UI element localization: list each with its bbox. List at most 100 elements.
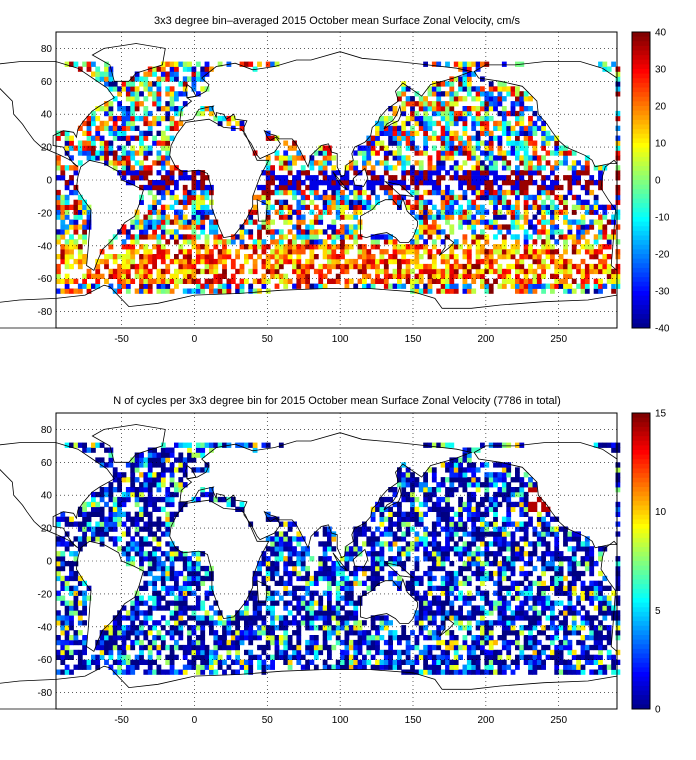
bin-cell [165,214,171,220]
bin-cell [292,644,297,651]
bin-cell [475,180,481,186]
bin-cell [497,654,503,660]
bin-cell [152,659,157,665]
bin-cell [536,204,542,210]
bin-cell [480,595,485,601]
bin-cell [493,209,498,215]
bin-cell [318,219,324,225]
bin-cell [462,214,468,220]
bin-cell [182,556,188,562]
bin-cell [283,160,289,166]
bin-cell [309,155,315,161]
bin-cell [121,639,127,646]
bin-cell [283,214,289,220]
bin-cell [611,219,616,225]
bin-cell [510,570,516,577]
bin-cell [292,590,297,596]
bin-cell [431,664,437,670]
bin-cell [95,106,101,112]
bin-cell [606,239,612,245]
bin-cell [475,273,481,279]
bin-cell [576,664,581,670]
bin-cell [484,635,490,641]
bin-cell [160,160,166,166]
bin-cell [139,659,144,665]
bin-cell [401,160,407,166]
bin-cell [117,630,122,636]
bin-cell [309,556,315,562]
bin-cell [278,165,284,171]
bin-cell [462,273,468,279]
bin-cell [615,135,621,141]
bin-cell [283,283,289,289]
bin-cell [563,258,568,265]
bin-cell [344,199,350,205]
bin-cell [431,585,437,591]
bin-cell [130,224,136,230]
bin-cell [209,189,214,196]
bin-cell [95,150,101,156]
bin-cell [235,283,240,289]
bin-cell [331,565,337,572]
bin-cell [593,585,599,591]
bin-cell [550,199,555,205]
bin-cell [431,229,437,235]
bin-cell [200,620,206,626]
bin-cell [383,170,389,176]
bin-cell [453,130,459,136]
bin-cell [480,580,485,586]
bin-cell [370,635,376,641]
bin-cell [466,175,472,181]
bin-cell [82,258,87,265]
bin-cell [160,66,166,72]
bin-cell [353,229,359,235]
bin-cell [261,649,267,656]
bin-cell [274,639,280,646]
bin-cell [466,664,472,670]
bin-cell [252,258,258,265]
bin-cell [515,595,520,601]
bin-cell [270,546,275,552]
bin-cell [445,101,450,107]
bin-cell [209,615,214,621]
bin-cell [397,635,402,641]
bin-cell [418,288,424,294]
bin-cell [82,649,87,656]
bin-cell [383,654,389,660]
bin-cell [449,175,455,181]
bin-cell [558,268,564,275]
bin-cell [427,585,433,591]
bin-cell [108,86,114,92]
bin-cell [121,546,127,552]
bin-cell [445,254,450,260]
bin-cell [195,209,201,215]
bin-cell [82,219,87,225]
bin-cell [576,160,581,166]
bin-cell [611,664,616,670]
bin-cell [239,239,245,245]
bin-cell [73,595,79,601]
bin-cell [344,184,350,191]
bin-cell [82,254,87,260]
bin-cell [563,209,568,215]
bin-cell [165,268,171,275]
bin-cell [466,150,472,156]
bin-cell [178,551,184,557]
bin-cell [139,610,144,616]
bin-cell [366,254,372,260]
bin-cell [353,565,359,572]
bin-cell [160,644,166,651]
bin-cell [270,204,275,210]
bin-cell [252,590,258,596]
bin-cell [143,130,149,136]
bin-cell [545,654,551,660]
bin-cell [147,268,153,275]
bin-cell [134,101,140,107]
bin-cell [506,249,512,255]
bin-cell [283,600,289,606]
bin-cell [515,249,520,255]
bin-cell [64,61,70,67]
colorbar-tick-label: 40 [655,28,667,39]
bin-cell [278,595,284,601]
bin-cell [327,263,332,270]
